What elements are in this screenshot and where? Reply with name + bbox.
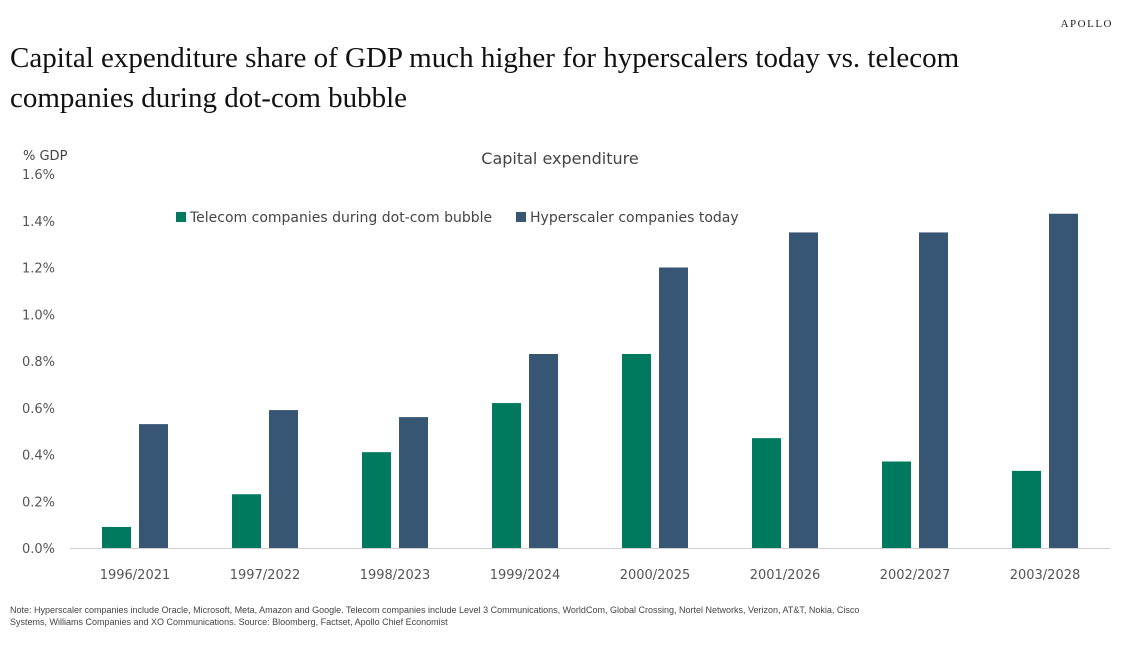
bar-hyperscaler — [529, 353, 558, 548]
bar-hyperscaler — [139, 424, 168, 548]
bar-hyperscaler — [919, 232, 948, 548]
x-tick-label: 2002/2027 — [880, 568, 951, 583]
y-tick-label: 0.2% — [22, 495, 55, 510]
y-tick-label: 0.0% — [22, 542, 55, 557]
x-tick-label: 1996/2021 — [100, 568, 171, 583]
x-tick-label: 1998/2023 — [360, 568, 431, 583]
bar-hyperscaler — [269, 410, 298, 548]
bar-hyperscaler — [659, 267, 688, 548]
y-tick-label: 1.2% — [22, 262, 55, 277]
x-tick-label: 2001/2026 — [750, 568, 821, 583]
apollo-logo: APOLLO — [1060, 18, 1113, 30]
legend-label: Hyperscaler companies today — [530, 210, 739, 226]
x-tick-label: 2003/2028 — [1010, 568, 1081, 583]
y-tick-label: 0.4% — [22, 449, 55, 464]
x-tick-label: 2000/2025 — [620, 568, 691, 583]
bar-hyperscaler — [1049, 213, 1078, 549]
bar-hyperscaler — [789, 232, 818, 548]
x-tick-label: 1999/2024 — [490, 568, 561, 583]
legend-swatch — [516, 212, 526, 222]
page-title: Capital expenditure share of GDP much hi… — [10, 42, 960, 114]
bar-telecom — [622, 353, 651, 548]
y-tick-label: 1.6% — [22, 168, 55, 183]
bar-hyperscaler — [399, 417, 428, 548]
chart-title: Capital expenditure — [481, 149, 638, 168]
bar-telecom — [882, 461, 911, 548]
y-tick-label: 0.6% — [22, 402, 55, 417]
footnote: Note: Hyperscaler companies include Orac… — [10, 605, 860, 627]
bar-telecom — [492, 403, 521, 548]
y-tick-label: 0.8% — [22, 355, 55, 370]
bar-telecom — [362, 452, 391, 548]
y-tick-label: 1.4% — [22, 215, 55, 230]
y-axis-label: % GDP — [23, 149, 68, 164]
legend-label: Telecom companies during dot-com bubble — [189, 210, 492, 226]
bar-telecom — [752, 438, 781, 548]
x-tick-label: 1997/2022 — [230, 568, 301, 583]
bar-telecom — [232, 494, 261, 548]
y-tick-label: 1.0% — [22, 308, 55, 323]
legend-swatch — [176, 212, 186, 222]
bar-telecom — [1012, 470, 1041, 548]
bar-telecom — [102, 526, 131, 548]
